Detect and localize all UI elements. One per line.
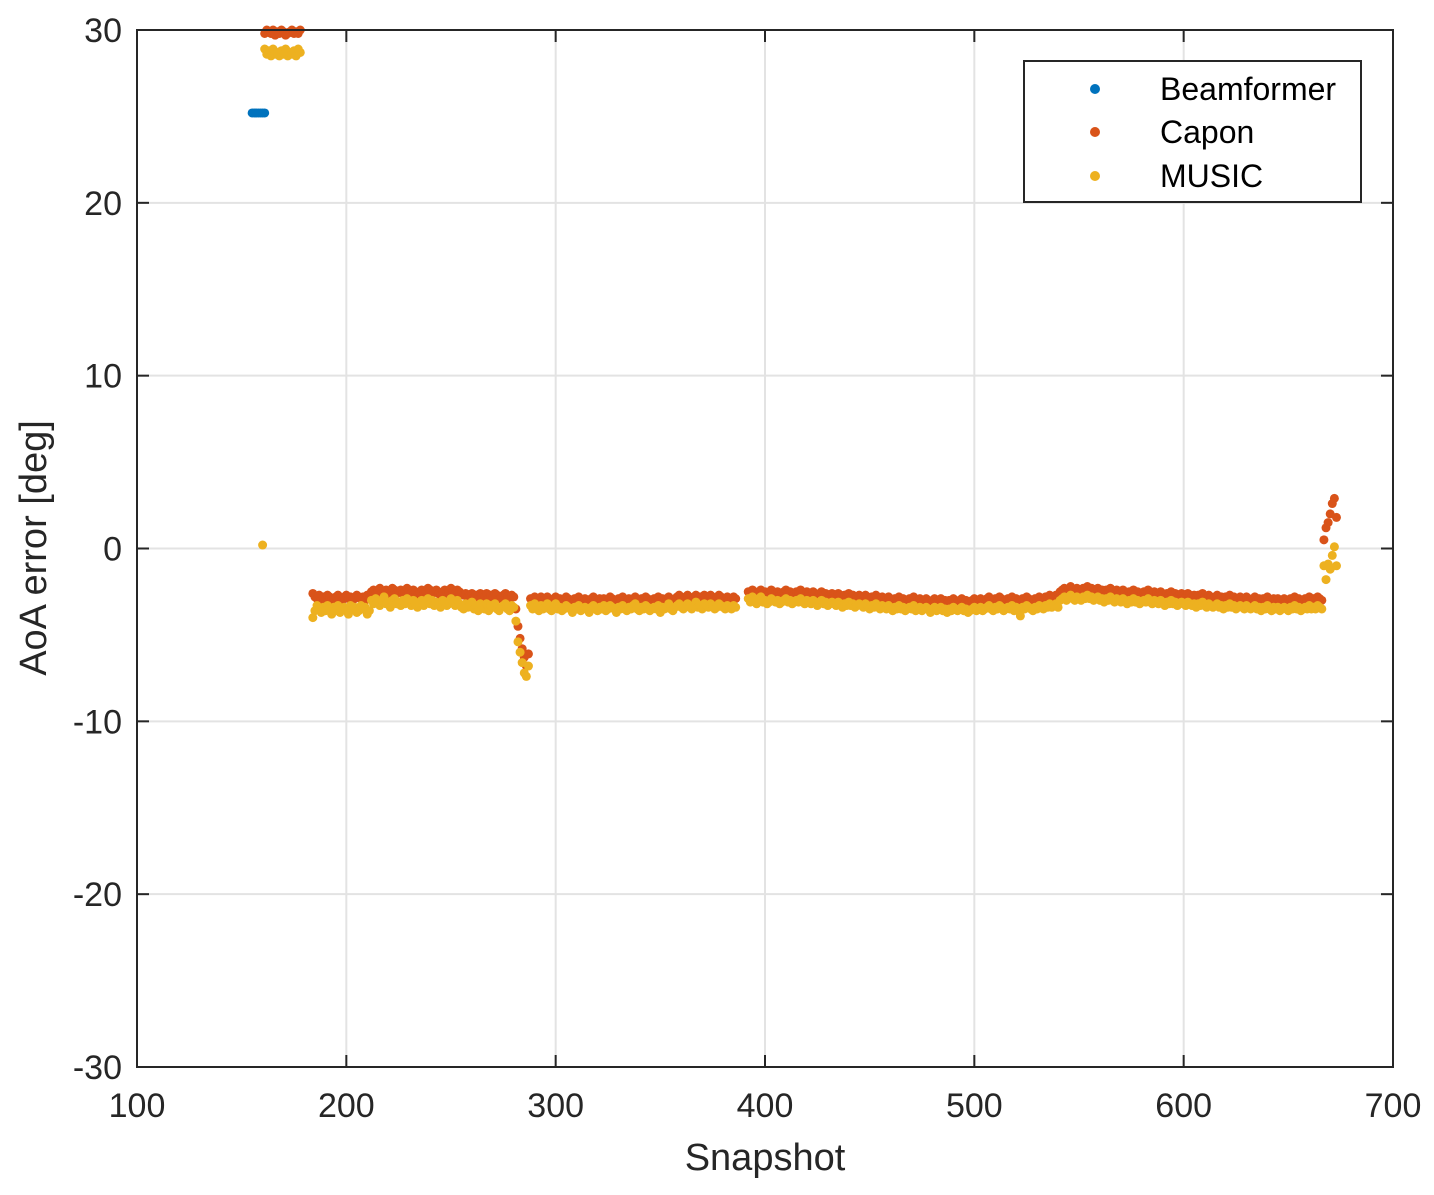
point-music [258, 540, 268, 550]
point-capon [523, 649, 533, 659]
x-tick-label: 400 [737, 1087, 794, 1125]
x-tick-label: 700 [1365, 1087, 1422, 1125]
y-axis-title: AoA error [deg] [13, 420, 55, 676]
y-tick-label: -30 [73, 1049, 122, 1087]
series-beamformer [247, 108, 270, 118]
point-music [513, 637, 523, 647]
x-tick-label: 500 [946, 1087, 1003, 1125]
point-music [1331, 561, 1341, 571]
point-capon [1323, 518, 1333, 528]
y-tick-label: -20 [73, 876, 122, 914]
point-music [731, 602, 741, 612]
y-tick-label: 20 [84, 185, 122, 223]
point-music [1015, 611, 1025, 621]
point-music [515, 647, 525, 657]
legend: Beamformer Capon MUSIC [1023, 60, 1362, 203]
legend-marker-capon [1090, 127, 1100, 137]
point-music [1053, 602, 1063, 612]
point-music [1317, 604, 1327, 614]
series-capon [260, 25, 1341, 671]
legend-box [1023, 60, 1362, 203]
point-music [308, 613, 318, 623]
legend-marker-music [1090, 171, 1100, 181]
grid-lines [137, 30, 1393, 1067]
legend-label-capon: Capon [1160, 114, 1254, 150]
legend-marker-beamformer [1090, 84, 1100, 94]
point-music [521, 671, 531, 681]
x-axis-title: Snapshot [685, 1137, 846, 1179]
point-music [509, 602, 519, 612]
series-music [258, 44, 1341, 681]
legend-label-beamformer: Beamformer [1160, 71, 1336, 107]
y-tick-label: 30 [84, 12, 122, 50]
data-points [247, 25, 1341, 681]
point-music [1321, 575, 1331, 585]
x-tick-label: 300 [527, 1087, 584, 1125]
point-beamformer [260, 108, 270, 118]
axis-ticks [136, 29, 1394, 1068]
x-tick-label: 100 [109, 1087, 166, 1125]
y-tick-label: 0 [103, 531, 122, 569]
legend-label-music: MUSIC [1160, 158, 1263, 194]
point-capon [1329, 493, 1339, 503]
point-music [523, 661, 533, 671]
point-capon [1319, 535, 1329, 545]
point-music [1329, 542, 1339, 552]
x-tick-label: 200 [318, 1087, 375, 1125]
point-capon [1331, 512, 1341, 522]
x-tick-label: 600 [1155, 1087, 1212, 1125]
y-tick-label: 10 [84, 358, 122, 396]
point-music [364, 606, 374, 616]
y-tick-labels: 30 20 10 0 -10 -20 -30 [73, 12, 122, 1087]
y-tick-label: -10 [73, 703, 122, 741]
point-music [511, 616, 521, 626]
point-capon [509, 592, 519, 602]
point-capon [731, 594, 741, 604]
point-music [1327, 550, 1337, 560]
point-music [295, 47, 305, 57]
x-tick-labels: 100 200 300 400 500 600 700 [109, 1087, 1422, 1125]
